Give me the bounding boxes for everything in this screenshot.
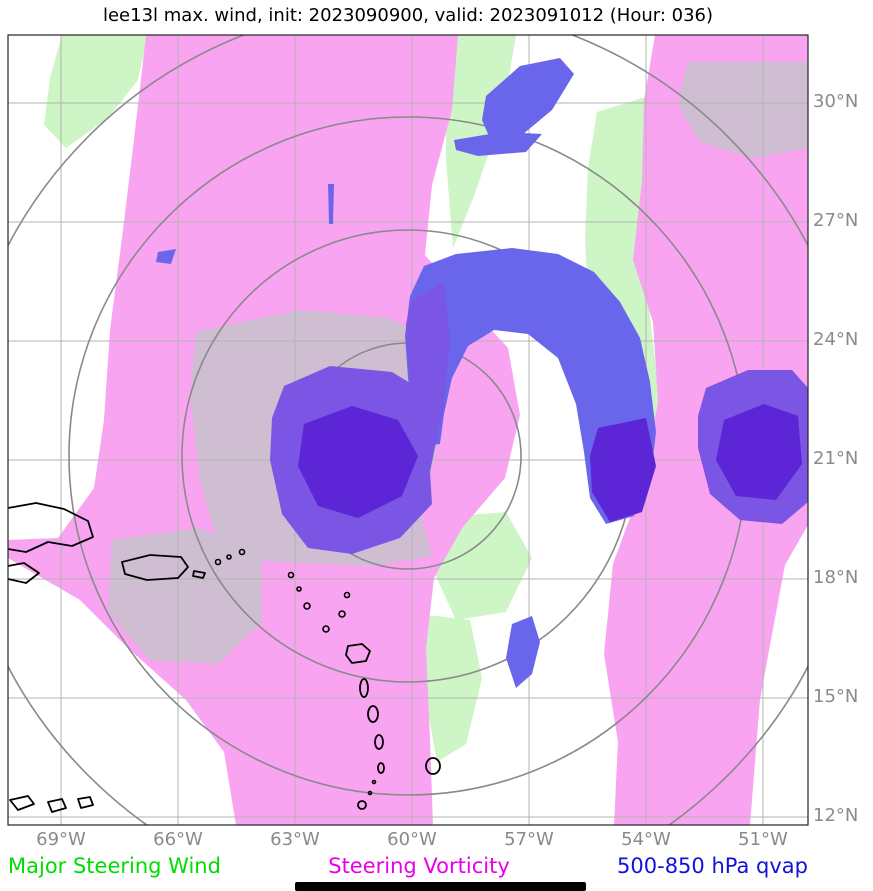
island [367,705,379,723]
overlap-region [678,62,808,158]
island-dot [322,625,330,633]
qvap-region [454,132,542,156]
legend-qvap: 500-850 hPa qvap [617,854,808,878]
island-dot [303,602,311,610]
map-frame [7,34,809,826]
coastline [77,796,94,809]
qvap-region-dark [590,418,656,522]
qvap-region [328,184,334,224]
island [374,734,384,750]
island-dot [343,591,351,599]
lat-label: 27°N [813,210,859,231]
lat-label: 18°N [813,567,859,588]
island [425,757,441,775]
lat-label: 12°N [813,805,859,826]
lon-label: 57°W [504,829,554,850]
lat-label: 30°N [813,91,859,112]
legend-steering-wind: Major Steering Wind [8,854,221,878]
coastline [47,798,67,813]
island [359,678,369,698]
island-dot [371,779,377,785]
qvap-region-dark [298,406,418,518]
island-dot [238,548,246,556]
qvap-region [506,616,540,688]
lat-label: 24°N [813,329,859,350]
island-dot [214,558,222,566]
coastline [9,795,35,811]
lon-label: 54°W [621,829,671,850]
qvap-region-dark [716,404,802,500]
island-dot [296,586,302,592]
qvap-region [482,58,574,148]
legend-steering-vorticity: Steering Vorticity [328,854,510,878]
coastline [8,562,40,584]
island-dot [338,610,346,618]
bottom-bar [295,882,586,891]
coastline [192,570,206,579]
lon-label: 63°W [270,829,320,850]
island-dot [226,554,232,560]
lon-label: 51°W [738,829,788,850]
lat-label: 21°N [813,448,859,469]
overlap-region [108,528,262,664]
island [357,800,367,810]
steering-wind-region [434,512,532,620]
lon-label: 60°W [387,829,437,850]
island-dot [287,571,295,579]
coastline [121,554,189,581]
steering-wind-region [44,35,148,148]
coastline [345,643,371,664]
lat-label: 15°N [813,686,859,707]
qvap-region [156,249,176,264]
lon-label: 69°W [36,829,86,850]
island [377,762,385,774]
coastline [8,502,94,553]
lon-label: 66°W [153,829,203,850]
plot-title: lee13l max. wind, init: 2023090900, vali… [102,5,714,26]
legend: Major Steering Wind Steering Vorticity 5… [8,854,808,878]
qvap-region-violet [406,282,450,442]
steering-wind-region [424,615,482,762]
island-dot [367,790,373,796]
